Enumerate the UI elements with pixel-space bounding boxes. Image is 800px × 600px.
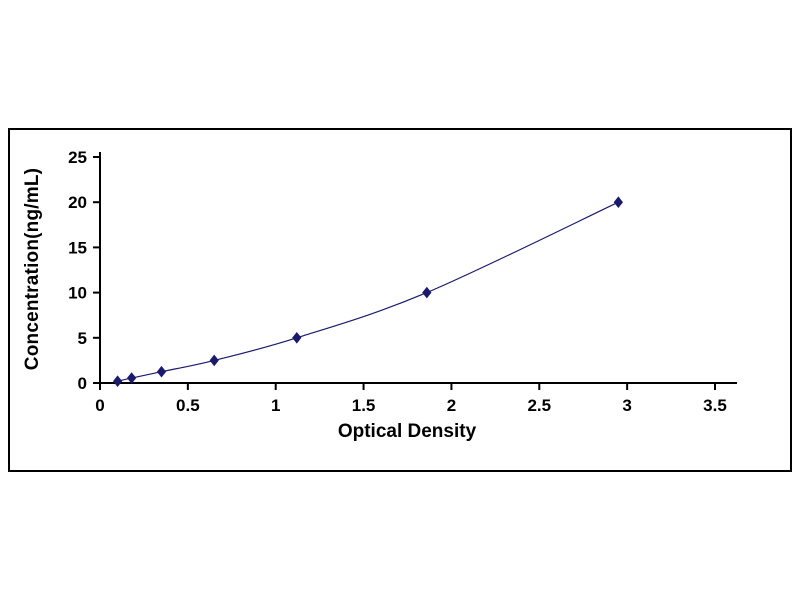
chart-frame: Concentration(ng/mL) 0 0.5 1 1.5 2 2.5 3 3.5 0 5 1… xyxy=(8,128,792,472)
y-tick-label: 10 xyxy=(68,284,87,303)
x-tick-label: 0.5 xyxy=(176,396,200,415)
x-axis-label: Optical Density xyxy=(337,421,477,442)
y-tick-label: 0 xyxy=(78,374,87,393)
x-tick-label: 2.5 xyxy=(527,396,551,415)
data-point-marker xyxy=(112,375,123,387)
data-point-marker xyxy=(613,196,623,209)
y-axis-label: Concentration(ng/mL) xyxy=(22,167,43,371)
y-tick-label: 20 xyxy=(68,193,87,212)
x-tick-label: 3 xyxy=(622,396,631,415)
y-tick-label: 15 xyxy=(68,238,87,257)
data-point-marker xyxy=(126,372,137,384)
data-point-marker xyxy=(422,286,432,299)
x-tick-label: 1 xyxy=(271,396,280,415)
x-tick-label: 1.5 xyxy=(352,396,376,415)
y-tick-label: 25 xyxy=(68,148,87,167)
standard-curve-plot: 0 0.5 1 1.5 2 2.5 3 3.5 0 5 10 15 20 25 xyxy=(68,148,737,415)
data-point-marker xyxy=(156,365,167,378)
data-point-marker xyxy=(292,331,302,344)
x-tick-label: 0 xyxy=(95,396,104,415)
x-tick-label: 3.5 xyxy=(703,396,727,415)
x-tick-label: 2 xyxy=(447,396,456,415)
y-tick-label: 5 xyxy=(78,329,87,348)
data-point-marker xyxy=(209,354,219,367)
curve-line xyxy=(117,201,619,382)
